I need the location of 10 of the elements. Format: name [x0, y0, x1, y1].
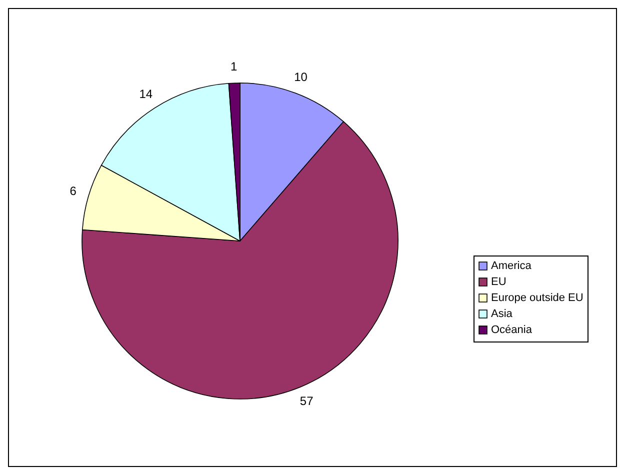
- legend-label: Océania: [491, 324, 533, 336]
- legend-label: Europe outside EU: [491, 292, 584, 304]
- data-label: 10: [294, 70, 308, 84]
- legend-label: Asia: [491, 308, 514, 320]
- data-label: 14: [139, 86, 153, 101]
- legend-label: EU: [491, 276, 506, 288]
- data-label: 6: [70, 184, 77, 198]
- legend-label: America: [491, 260, 532, 272]
- data-label: 57: [300, 394, 314, 408]
- data-label: 1: [230, 59, 238, 74]
